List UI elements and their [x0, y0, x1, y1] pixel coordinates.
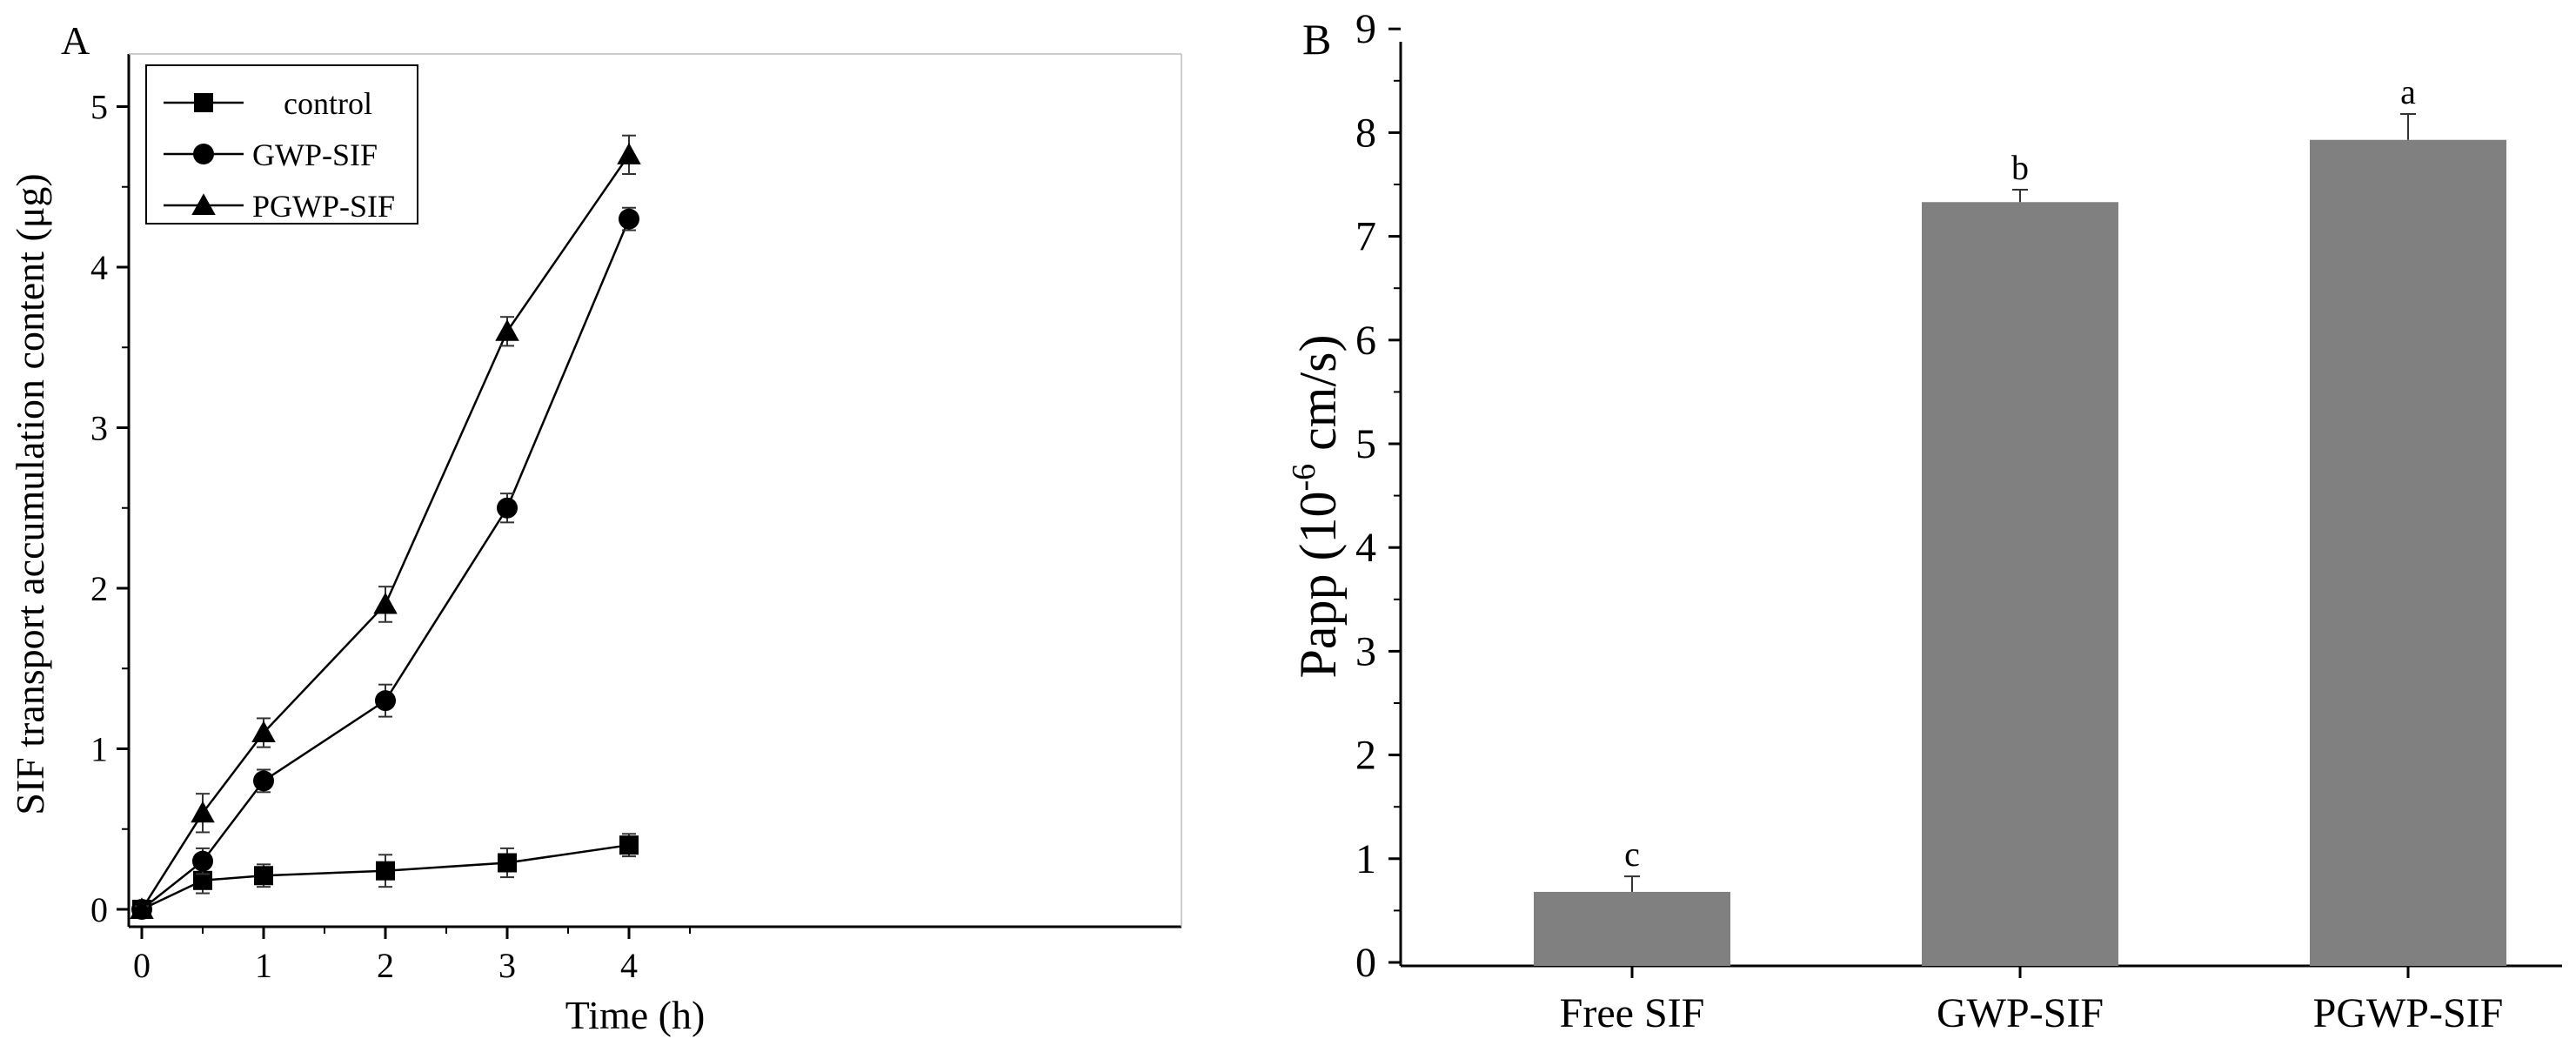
y-tick-label: 3 [90, 409, 108, 448]
panel-a-x-ticks: 0 1 2 3 4 [133, 927, 691, 985]
x-tick-label: 0 [133, 946, 151, 985]
significance-letter: b [2011, 148, 2029, 187]
data-point [253, 770, 274, 792]
data-point [617, 143, 641, 164]
y-tick-label: 0 [90, 890, 108, 929]
series-pgwp-sif [130, 134, 641, 919]
data-point [254, 866, 273, 886]
x-tick-label: GWP-SIF [1937, 990, 2104, 1036]
data-point [498, 853, 517, 873]
legend-label: PGWP-SIF [252, 189, 395, 224]
x-tick-label: 3 [498, 946, 516, 985]
bar-gwp-sif: b GWP-SIF [1922, 148, 2118, 1036]
series-line [140, 154, 631, 910]
panel-a: A 0 1 2 3 4 5 0 1 2 3 4 Time (h) SIF transport ac… [8, 18, 1182, 1037]
panel-b-y-label-main: Papp (10 [1289, 491, 1347, 678]
series-control [132, 833, 639, 919]
legend-marker [191, 193, 216, 215]
data-point [619, 835, 639, 855]
legend-label: control [284, 86, 372, 121]
panel-b-y-label-sup: -6 [1286, 464, 1322, 492]
significance-letter: a [2400, 72, 2416, 111]
bar [1534, 891, 1730, 966]
panel-a-y-label: SIF transport accumulation content (μg) [8, 173, 52, 814]
y-tick-label: 8 [1355, 110, 1376, 156]
panel-a-y-ticks: 0 1 2 3 4 5 [90, 88, 129, 929]
x-tick-label: PGWP-SIF [2313, 990, 2504, 1036]
panel-b-bars: c Free SIF b GWP-SIF a PGWP-SIF [1534, 72, 2506, 1036]
panel-a-legend: control GWP-SIF PGWP-SIF [145, 64, 418, 225]
significance-letter: c [1624, 834, 1640, 874]
panel-b-y-ticks: 0 1 2 3 4 5 6 7 8 9 [1355, 6, 1401, 986]
bar [2310, 139, 2506, 966]
data-point [373, 592, 398, 614]
x-tick-label: 1 [255, 946, 272, 985]
y-tick-label: 1 [90, 730, 108, 769]
data-point [495, 319, 519, 341]
data-point [251, 721, 276, 743]
y-tick-label: 1 [1355, 836, 1376, 882]
legend-marker [194, 93, 213, 112]
y-tick-label: 2 [90, 569, 108, 608]
y-tick-label: 3 [1355, 628, 1376, 674]
panel-a-x-label: Time (h) [565, 993, 706, 1037]
panel-b-label: B [1302, 15, 1331, 64]
y-tick-label: 4 [1355, 525, 1376, 571]
legend-label: GWP-SIF [252, 137, 378, 172]
y-tick-label: 6 [1355, 318, 1376, 364]
series-line [141, 218, 631, 910]
legend-marker [193, 144, 214, 164]
data-point [192, 850, 213, 872]
y-tick-label: 0 [1355, 940, 1376, 986]
panel-a-label: A [61, 18, 90, 63]
x-tick-label: 2 [377, 946, 394, 985]
y-tick-label: 5 [90, 88, 108, 127]
data-point [375, 690, 396, 712]
y-tick-label: 9 [1355, 6, 1376, 52]
panel-b-y-label: Papp (10-6 cm/s) [1286, 335, 1347, 679]
panel-b-y-label-tail: cm/s) [1289, 335, 1347, 464]
x-tick-label: 4 [620, 946, 638, 985]
panel-a-series [130, 134, 641, 920]
y-tick-label: 2 [1355, 733, 1376, 779]
data-point [619, 208, 639, 230]
y-tick-label: 4 [90, 248, 108, 287]
data-point [376, 861, 395, 881]
data-point [193, 870, 212, 890]
bar-free-sif: c Free SIF [1534, 834, 1730, 1036]
y-tick-label: 7 [1355, 214, 1376, 260]
bar [1922, 202, 2118, 966]
legend-box [145, 64, 418, 225]
data-point [497, 497, 518, 519]
series-gwp-sif [131, 206, 639, 920]
series-line [141, 843, 630, 911]
x-tick-label: Free SIF [1560, 990, 1705, 1036]
data-point [130, 897, 154, 919]
data-point [191, 801, 215, 823]
y-tick-label: 5 [1355, 421, 1376, 467]
bar-pgwp-sif: a PGWP-SIF [2310, 72, 2506, 1036]
